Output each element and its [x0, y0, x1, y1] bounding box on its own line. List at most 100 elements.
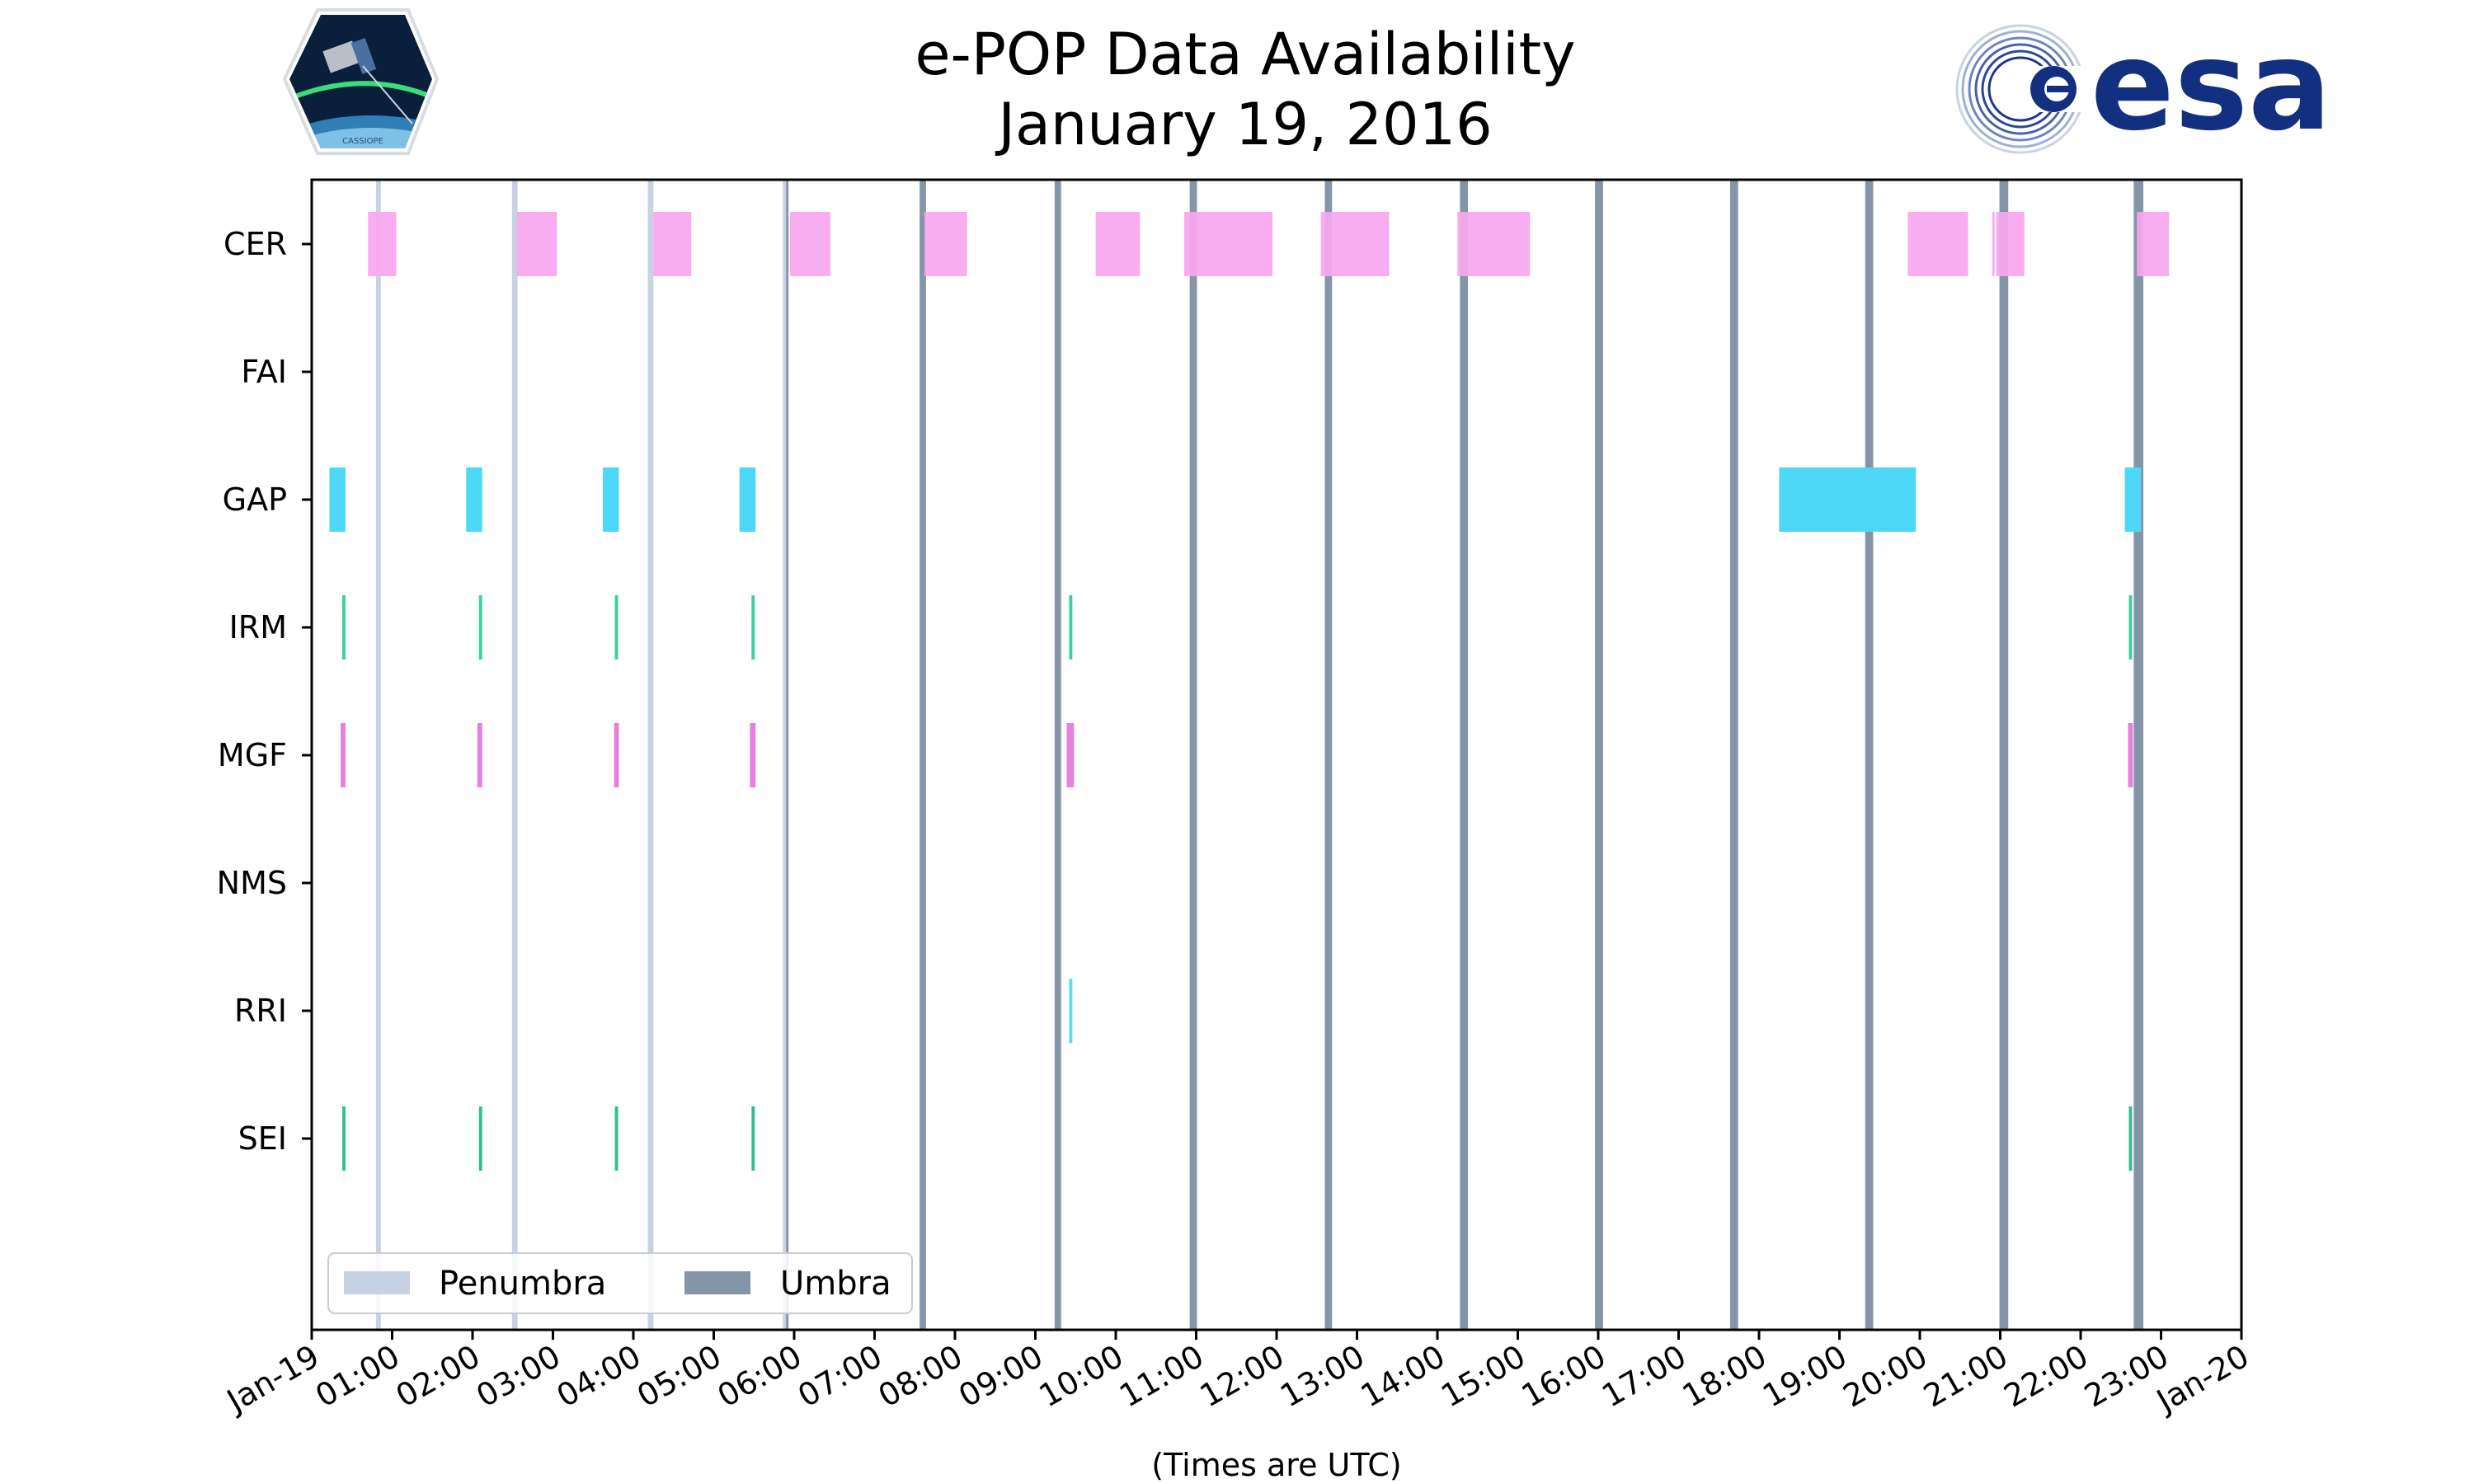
penumbra-band-1: [511, 180, 518, 1330]
y-tick-label-fai: FAI: [241, 354, 287, 390]
esa-wordmark: esa: [2091, 15, 2331, 158]
gap-interval-5: [2124, 467, 2142, 532]
eclipse-bands: [376, 180, 2144, 1330]
x-tick-label-17: 17:00: [1596, 1338, 1692, 1415]
x-tick-label-19: 19:00: [1757, 1338, 1853, 1415]
penumbra-band-2: [647, 180, 654, 1330]
chart-title-line-1: e-POP Data Availability: [915, 21, 1575, 88]
penumbra-band-3: [783, 180, 788, 1330]
x-tick-label-4: 04:00: [551, 1338, 647, 1415]
instrument-intervals: [329, 212, 2170, 1171]
cer-interval-17: [2139, 212, 2170, 276]
mgf-interval-5: [2128, 723, 2133, 787]
x-tick-label-1: 01:00: [309, 1338, 406, 1415]
cassiope-logo: CASSIOPE: [282, 8, 440, 155]
gap-interval-4: [1779, 467, 1917, 532]
cer-interval-1: [369, 212, 397, 276]
irm-interval-0: [342, 595, 346, 660]
cer-interval-6: [927, 212, 967, 276]
umbra-band-13: [1999, 180, 2009, 1330]
irm-interval-2: [614, 595, 618, 660]
x-tick-label-18: 18:00: [1677, 1338, 1773, 1415]
sei-interval-1: [478, 1106, 482, 1171]
umbra-band-4: [786, 180, 789, 1330]
cer-interval-14: [1992, 212, 1995, 276]
x-tick-label-9: 09:00: [952, 1338, 1049, 1415]
x-tick-label-14: 14:00: [1355, 1338, 1451, 1415]
x-tick-label-7: 07:00: [792, 1338, 888, 1415]
x-tick-label-12: 12:00: [1194, 1338, 1291, 1415]
penumbra-band-0: [376, 180, 381, 1330]
cer-interval-4: [790, 212, 830, 276]
cer-interval-0: [368, 212, 370, 276]
cer-interval-16: [2137, 212, 2140, 276]
umbra-band-7: [1189, 180, 1197, 1330]
umbra-band-9: [1460, 180, 1469, 1330]
y-tick-label-rri: RRI: [234, 993, 287, 1029]
cer-interval-12: [1907, 212, 1911, 276]
mgf-interval-1: [477, 723, 482, 787]
cassiope-caption: CASSIOPE: [342, 137, 383, 146]
cer-interval-11: [1457, 212, 1531, 276]
plot-area: [312, 180, 2241, 1330]
x-tick-label-21: 21:00: [1917, 1338, 2014, 1415]
irm-interval-4: [1069, 595, 1073, 660]
umbra-band-8: [1324, 180, 1333, 1330]
mgf-interval-4: [1066, 723, 1075, 787]
x-tick-label-2: 02:00: [390, 1338, 487, 1415]
legend-box: [327, 1252, 913, 1314]
x-tick-label-5: 05:00: [631, 1338, 727, 1415]
irm-interval-1: [478, 595, 482, 660]
cer-interval-9: [1183, 212, 1273, 276]
x-tick-label-6: 06:00: [712, 1338, 808, 1415]
umbra-band-6: [1054, 180, 1061, 1330]
x-tick-label-15: 15:00: [1435, 1338, 1531, 1415]
cer-interval-15: [1996, 212, 2025, 276]
cer-interval-13: [1910, 212, 1968, 276]
legend-label-umbra: Umbra: [780, 1265, 891, 1303]
y-tick-label-cer: CER: [223, 226, 287, 262]
y-tick-label-irm: IRM: [229, 609, 287, 646]
irm-interval-5: [2128, 595, 2133, 660]
sei-interval-3: [751, 1106, 755, 1171]
y-tick-label-nms: NMS: [217, 865, 287, 901]
esa-logo: esa: [1955, 15, 2331, 158]
y-tick-label-gap: GAP: [223, 481, 287, 518]
x-axis: Jan-1901:0002:0003:0004:0005:0006:0007:0…: [219, 1330, 2255, 1420]
cer-interval-3: [653, 212, 692, 276]
legend: Penumbra Umbra: [327, 1252, 913, 1314]
cer-interval-7: [1095, 212, 1098, 276]
legend-label-penumbra: Penumbra: [439, 1265, 606, 1303]
x-tick-label-13: 13:00: [1274, 1338, 1371, 1415]
umbra-band-10: [1595, 180, 1603, 1330]
rri-interval-0: [1069, 979, 1073, 1043]
gap-interval-3: [739, 467, 756, 532]
cer-interval-5: [924, 212, 928, 276]
sei-interval-2: [614, 1106, 618, 1171]
sei-interval-4: [2128, 1106, 2133, 1171]
mgf-interval-2: [614, 723, 619, 787]
cer-interval-10: [1320, 212, 1390, 276]
x-tick-label-24: Jan-20: [2149, 1338, 2255, 1420]
mgf-interval-3: [750, 723, 756, 787]
x-tick-label-11: 11:00: [1113, 1338, 1210, 1415]
gap-interval-1: [466, 467, 482, 532]
chart-title-line-2: January 19, 2016: [995, 91, 1492, 158]
umbra-band-11: [1729, 180, 1738, 1330]
cer-interval-8: [1098, 212, 1141, 276]
umbra-band-12: [1865, 180, 1874, 1330]
x-tick-label-8: 08:00: [872, 1338, 969, 1415]
umbra-band-5: [920, 180, 926, 1330]
x-tick-label-22: 22:00: [1998, 1338, 2095, 1415]
sei-interval-0: [342, 1106, 346, 1171]
irm-interval-3: [751, 595, 755, 660]
cer-interval-2: [516, 212, 557, 276]
x-tick-label-20: 20:00: [1837, 1338, 1934, 1415]
y-tick-label-sei: SEI: [238, 1120, 287, 1157]
esa-swirl-icon: [1955, 24, 2086, 154]
y-tick-label-mgf: MGF: [218, 737, 287, 773]
x-tick-label-16: 16:00: [1516, 1338, 1612, 1415]
legend-swatch-umbra: [684, 1271, 750, 1294]
legend-swatch-penumbra: [344, 1271, 410, 1294]
